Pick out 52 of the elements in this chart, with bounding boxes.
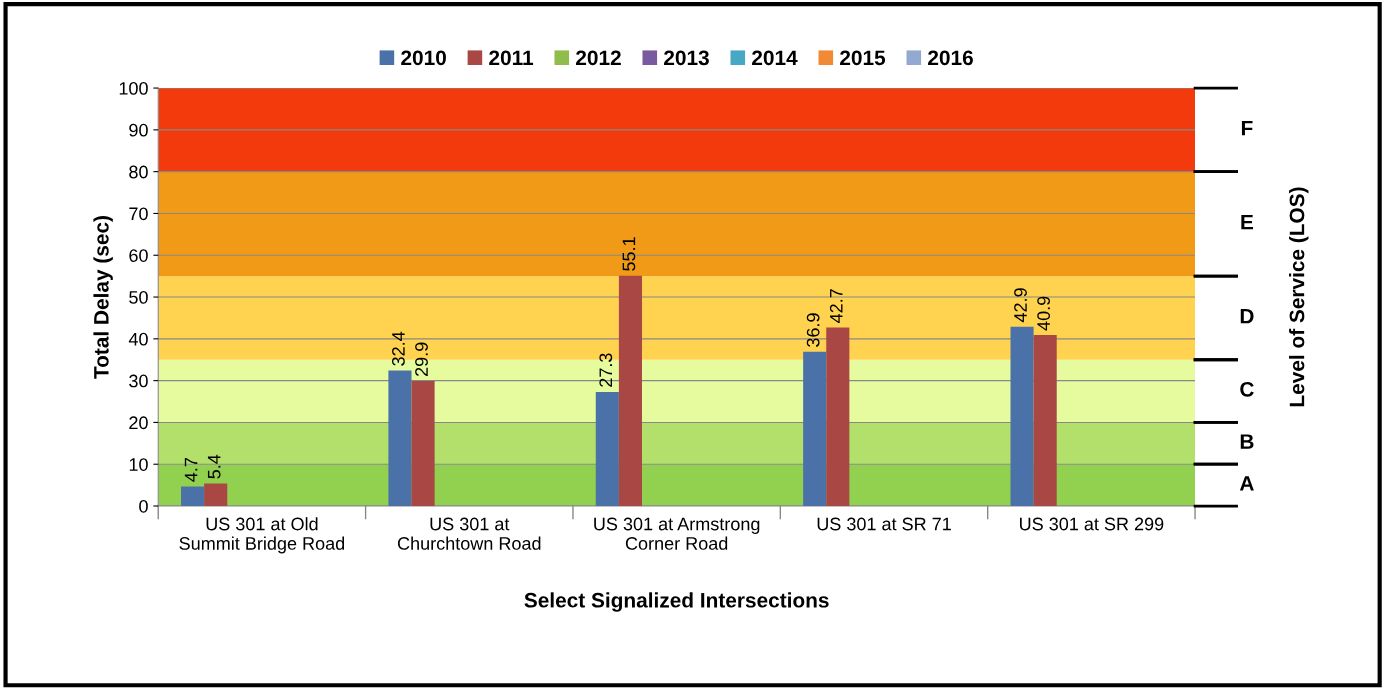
y-tick-label: 0 <box>139 499 148 513</box>
bar <box>1010 326 1034 507</box>
x-tick-label: US 301 at SR 71 <box>817 517 951 531</box>
y-tick-label: 30 <box>129 374 148 388</box>
y-tick-label: 100 <box>119 82 148 95</box>
data-label: 5.4 <box>207 454 221 479</box>
band-label: A <box>1239 476 1254 491</box>
legend-label: 2015 <box>840 50 886 66</box>
bar <box>204 483 228 507</box>
legend-label: 2014 <box>752 50 798 66</box>
bar <box>595 391 619 507</box>
x-tick-label: US 301 at Churchtown Road <box>397 517 541 550</box>
y-tick-label: 60 <box>129 249 148 262</box>
legend-label: 2010 <box>401 50 446 66</box>
x-tick-label: US 301 at Old Summit Bridge Road <box>179 517 345 554</box>
y-tick-label: 50 <box>129 290 148 304</box>
y-axis-title: Total Delay (sec) <box>93 216 113 379</box>
x-tick-label: US 301 at SR 299 <box>1020 517 1164 531</box>
y-tick-label: 90 <box>129 123 148 137</box>
legend-label: 2013 <box>664 50 709 66</box>
band-label: F <box>1241 120 1253 136</box>
bar <box>181 486 205 507</box>
legend-label: 2011 <box>489 50 534 66</box>
data-label: 36.9 <box>806 313 820 347</box>
band-label: D <box>1240 309 1254 324</box>
bar <box>388 370 412 507</box>
data-label: 42.7 <box>829 289 843 323</box>
y2-axis-title: Level of Service (LOS) <box>1289 187 1309 407</box>
band-label: E <box>1241 214 1254 230</box>
y-tick-label: 10 <box>129 458 148 471</box>
data-label: 29.9 <box>415 342 428 376</box>
bar <box>411 381 435 507</box>
bar <box>1033 335 1057 507</box>
band-label: C <box>1240 381 1254 397</box>
data-label: 42.9 <box>1014 288 1027 323</box>
x-axis-title: Select Signalized Intersections <box>524 592 829 612</box>
band-label: B <box>1240 434 1254 449</box>
legend-label: 2012 <box>576 50 621 66</box>
bar <box>618 275 642 507</box>
bar <box>826 327 850 507</box>
y-tick-label: 80 <box>129 165 148 179</box>
x-tick-label: US 301 at Armstrong Corner Road <box>594 517 760 550</box>
data-label: 27.3 <box>599 353 613 387</box>
data-label: 32.4 <box>392 331 405 366</box>
y-tick-label: 40 <box>128 332 148 346</box>
y-tick-label: 70 <box>129 207 148 221</box>
y-tick-label: 20 <box>129 416 148 430</box>
data-label: 55.1 <box>622 237 636 271</box>
data-label: 40.9 <box>1037 296 1051 331</box>
bar <box>803 351 827 507</box>
data-label: 4.7 <box>184 458 198 482</box>
legend-label: 2016 <box>928 50 973 66</box>
